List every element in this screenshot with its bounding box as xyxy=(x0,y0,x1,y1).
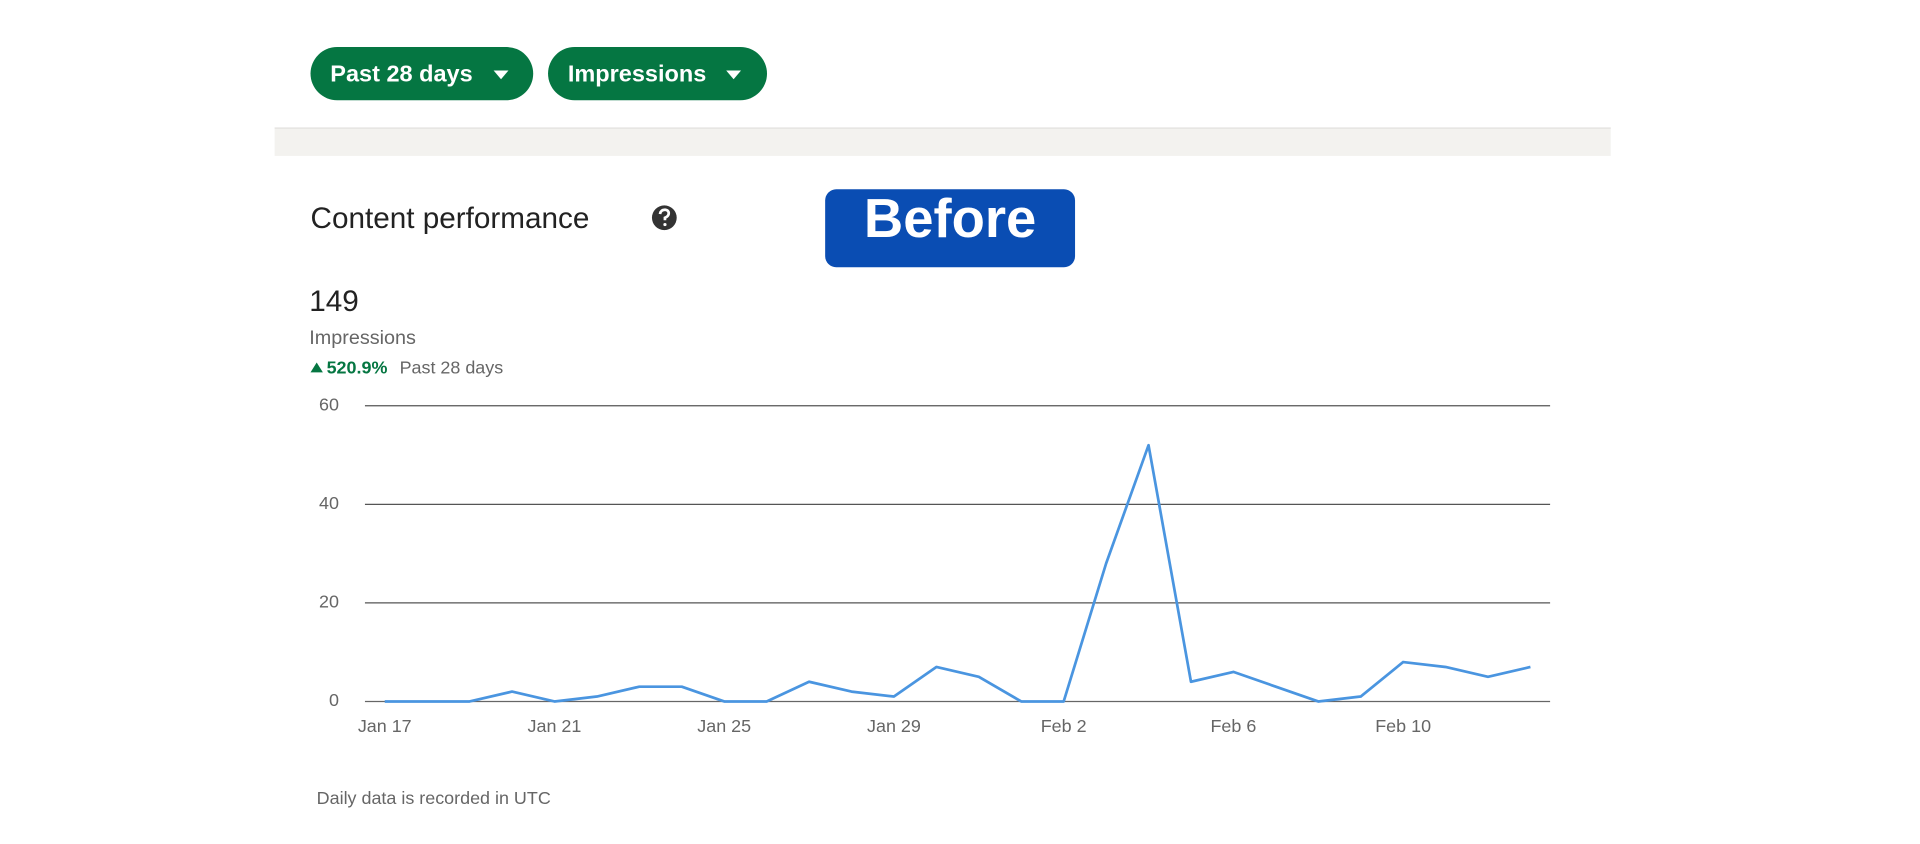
y-tick-label: 20 xyxy=(319,592,339,612)
period-label: Past 28 days xyxy=(400,357,504,377)
filter-label[interactable]: Impressions xyxy=(568,61,706,87)
filter-label[interactable]: Past 28 days xyxy=(330,61,472,87)
x-tick-label: Feb 10 xyxy=(1375,716,1431,736)
x-tick-label: Feb 6 xyxy=(1210,716,1256,736)
y-tick-label: 60 xyxy=(319,395,339,415)
help-dot xyxy=(663,222,667,227)
y-tick-label: 0 xyxy=(329,690,339,710)
filter-button[interactable] xyxy=(548,47,768,101)
caret xyxy=(493,70,509,80)
x-tick-label: Jan 29 xyxy=(867,716,921,736)
filter-button[interactable] xyxy=(310,47,534,101)
caret xyxy=(726,70,742,80)
y-tick-label: 40 xyxy=(319,493,339,513)
section-title: Content performance xyxy=(311,202,590,235)
up-arrow xyxy=(310,362,323,373)
total-value: 149 xyxy=(309,285,359,318)
help-glyph xyxy=(658,208,671,221)
footnote: Daily data is recorded in UTC xyxy=(317,788,551,808)
separator xyxy=(274,127,1611,156)
x-tick-label: Jan 25 xyxy=(697,716,751,736)
badge-text: Before xyxy=(864,188,1036,249)
x-tick-label: Jan 17 xyxy=(358,716,412,736)
x-tick-label: Feb 2 xyxy=(1041,716,1087,736)
line xyxy=(384,443,1531,703)
change-value: 520.9% xyxy=(327,357,388,377)
metric-label: Impressions xyxy=(309,327,416,349)
badge xyxy=(825,189,1076,268)
x-tick-label: Jan 21 xyxy=(528,716,582,736)
chart: 0 20 40 60 Jan 17 Jan 21 Jan 25 Jan 29 Feb 2 Feb … xyxy=(319,395,1551,736)
